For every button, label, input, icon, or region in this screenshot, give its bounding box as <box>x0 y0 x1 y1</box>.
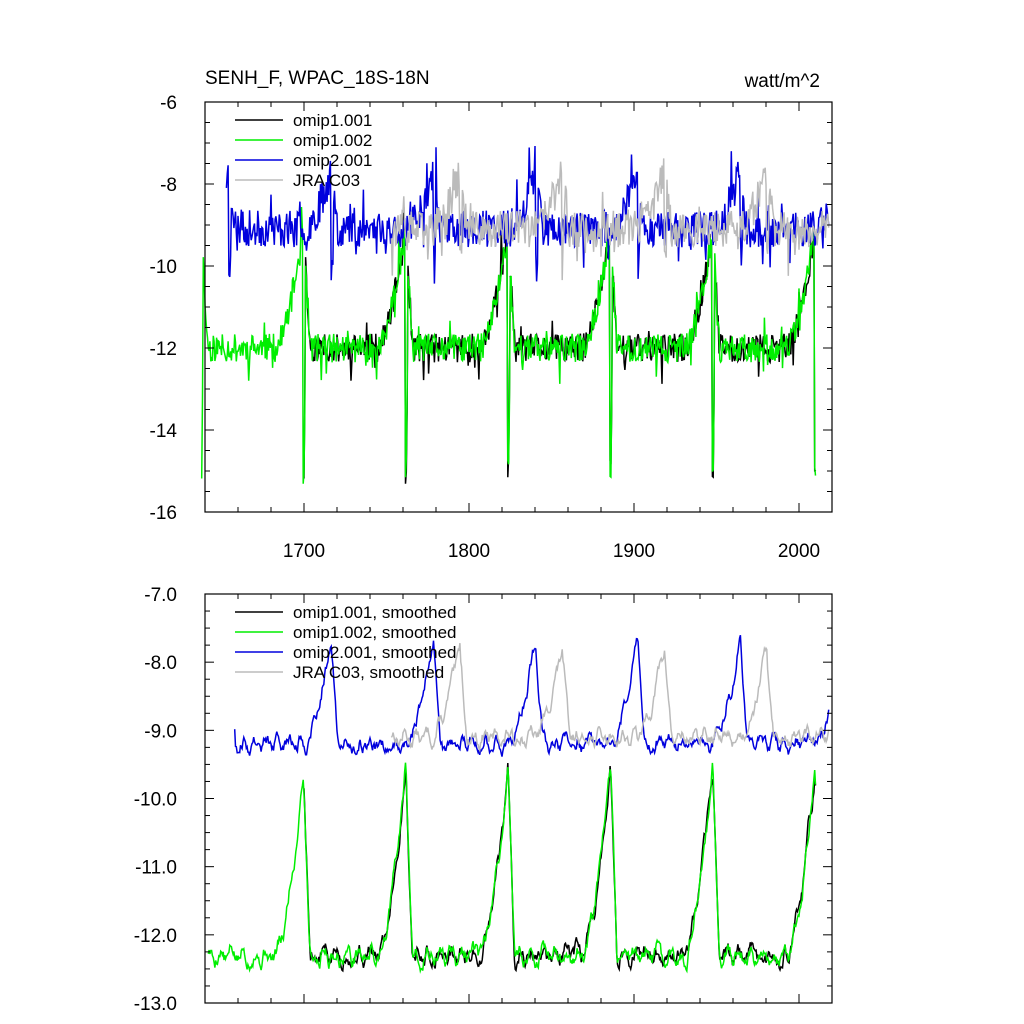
legend-label: omip1.001, smoothed <box>293 603 457 622</box>
y-tick-label: -7.0 <box>144 585 177 606</box>
x-tick-label: 2000 <box>778 541 820 562</box>
y-tick-label: -6 <box>160 93 177 114</box>
y-tick-label: -11.0 <box>135 858 177 879</box>
y-tick-label: -9.0 <box>144 721 177 742</box>
y-tick-label: -8 <box>160 175 177 196</box>
top-title: SENH_F, WPAC_18S-18N <box>205 68 430 89</box>
top-units: watt/m^2 <box>744 71 820 92</box>
x-tick-label: 1900 <box>613 541 655 562</box>
bottom-series-group <box>207 634 830 974</box>
y-tick-label: -16 <box>150 503 177 524</box>
legend-label: omip2.001 <box>293 151 372 170</box>
series-line-1-1 <box>207 762 817 974</box>
legend-label: JRA C03, smoothed <box>293 663 444 682</box>
y-tick-label: -8.0 <box>144 653 177 674</box>
series-line-1-3 <box>390 643 830 753</box>
x-tick-label: 1800 <box>448 541 490 562</box>
series-line-0-3 <box>390 158 830 281</box>
bottom-axes: -13.0 -12.0 -11.0 -10.0 -9.0 -8.0 -7.0 <box>134 585 833 1015</box>
legend-label: JRA C03 <box>293 171 360 190</box>
series-line-1-2 <box>233 634 830 757</box>
y-tick-label: -12 <box>150 339 177 360</box>
legend-label: omip2.001, smoothed <box>293 643 457 662</box>
top-series-group <box>200 145 830 484</box>
top-axes: 1700 1800 1900 2000 -16 -14 -12 -10 -8 -6 <box>150 93 833 562</box>
bottom-panel: -13.0 -12.0 -11.0 -10.0 -9.0 -8.0 -7.0 omip1.0… <box>134 585 833 1015</box>
y-tick-label: -10.0 <box>134 790 177 811</box>
top-panel: SENH_F, WPAC_18S-18N watt/m^2 1700 1800 19… <box>150 68 833 562</box>
x-tick-label: 1700 <box>283 541 325 562</box>
y-tick-label: -12.0 <box>134 926 177 947</box>
legend-label: omip1.002, smoothed <box>293 623 457 642</box>
legend-label: omip1.002 <box>293 131 372 150</box>
series-line-0-1 <box>200 206 817 484</box>
y-tick-label: -13.0 <box>134 994 177 1015</box>
y-tick-label: -10 <box>150 257 177 278</box>
series-line-1-0 <box>303 762 817 973</box>
y-tick-label: -14 <box>150 421 178 442</box>
legend-label: omip1.001 <box>293 111 372 130</box>
series-line-0-2 <box>225 145 830 284</box>
